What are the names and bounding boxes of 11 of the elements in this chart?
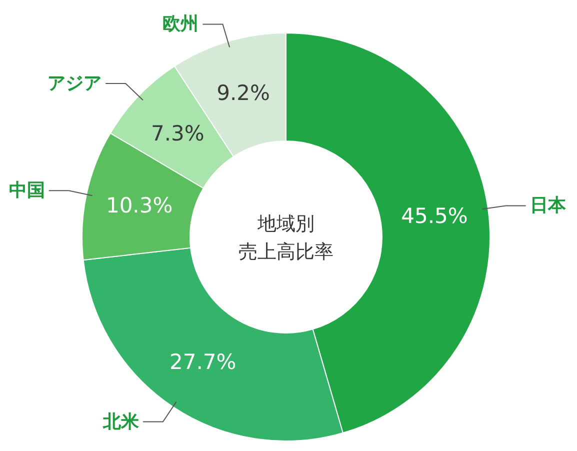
text: 地域別売上高比率 bbox=[238, 213, 334, 263]
data-label: 7.3% bbox=[150, 121, 204, 146]
slice-label: アジア bbox=[48, 73, 102, 94]
data-label: 9.2% bbox=[216, 81, 270, 106]
data-label: 10.3% bbox=[106, 194, 173, 218]
slice-label: 北米 bbox=[102, 411, 140, 432]
data-label: 45.5% bbox=[401, 204, 468, 228]
slice-label: 欧州 bbox=[162, 14, 199, 35]
slice-label: 中国 bbox=[8, 180, 45, 202]
data-label: 27.7% bbox=[170, 350, 236, 374]
slice-label: 日本 bbox=[530, 195, 567, 216]
